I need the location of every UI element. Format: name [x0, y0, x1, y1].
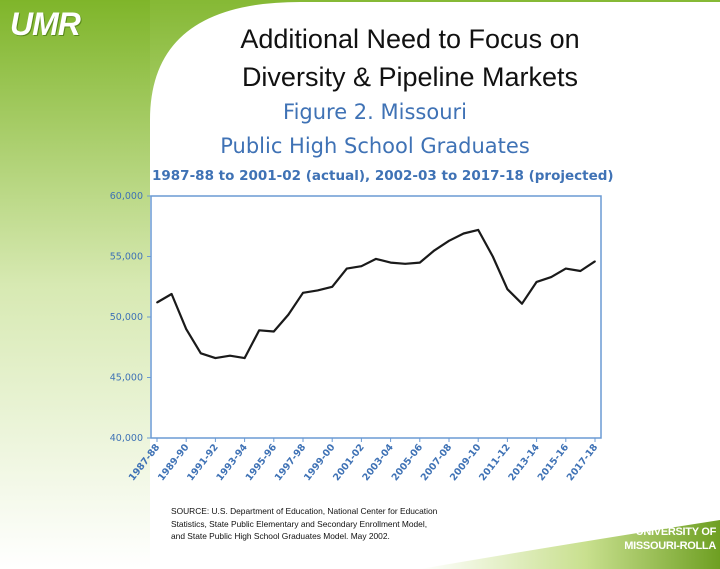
data-point: [535, 281, 538, 283]
data-point: [375, 258, 377, 260]
university-line1: UNIVERSITY OF: [635, 526, 717, 538]
figure-title-line1: Figure 2. Missouri: [283, 100, 467, 124]
data-point: [550, 276, 553, 278]
data-point: [462, 232, 465, 235]
data-point: [302, 291, 304, 294]
x-tick-label: 2017-18: [565, 442, 601, 483]
data-point: [389, 261, 392, 264]
y-tick-label: 55,000: [110, 252, 143, 263]
series-group: [156, 228, 596, 360]
data-point: [170, 293, 173, 295]
data-point: [243, 357, 246, 360]
slide-title-line1: Additional Need to Focus on: [240, 24, 580, 54]
figure-subtitle: 1987-88 to 2001-02 (actual), 2002-03 to …: [152, 168, 614, 184]
slide-title-line2: Diversity & Pipeline Markets: [241, 62, 579, 92]
data-point: [214, 357, 217, 360]
data-point: [360, 265, 363, 268]
slide-title: Additional Need to Focus on Diversity & …: [150, 20, 670, 96]
data-point: [448, 239, 450, 242]
university-line2: MISSOURI-ROLLA: [624, 540, 716, 552]
umr-logo: UMR: [10, 6, 81, 42]
y-axis: 40,000 45,000 50,000 55,000 60,000: [110, 191, 151, 444]
data-point: [272, 330, 275, 333]
y-tick-label: 45,000: [110, 373, 143, 384]
data-point: [199, 352, 202, 355]
data-point: [491, 255, 494, 258]
data-point: [156, 301, 158, 304]
bottom-band: [420, 520, 720, 569]
source-line1: SOURCE: U.S. Department of Education, Na…: [171, 506, 438, 516]
data-point: [287, 313, 290, 316]
plot-frame: [150, 195, 602, 439]
data-point: [316, 289, 319, 292]
y-tick-label: 40,000: [110, 433, 143, 444]
data-point: [229, 354, 231, 357]
data-point: [506, 288, 509, 291]
figure-title-line2: Public High School Graduates: [220, 134, 530, 158]
source-line2: Statistics, State Public Elementary and …: [171, 518, 428, 529]
data-point: [521, 302, 523, 305]
data-point: [594, 260, 596, 263]
data-point: [433, 249, 436, 252]
university-logo: UNIVERSITY OF MISSOURI-ROLLA: [620, 525, 716, 553]
y-tick-label: 50,000: [110, 312, 143, 323]
source-line3: and State Public High School Graduates M…: [171, 531, 390, 541]
data-point: [564, 267, 567, 270]
y-tick-label: 60,000: [110, 191, 143, 202]
source-note: SOURCE: U.S. Department of Education, Na…: [171, 505, 551, 543]
data-point: [258, 329, 261, 332]
data-point: [579, 270, 582, 272]
data-point: [404, 262, 407, 265]
data-point: [185, 328, 188, 330]
x-axis: 1987-881989-901991-921993-941995-961997-…: [127, 438, 601, 483]
data-point: [345, 267, 348, 270]
data-point: [477, 228, 480, 231]
data-point: [331, 285, 334, 288]
data-point: [418, 261, 421, 264]
